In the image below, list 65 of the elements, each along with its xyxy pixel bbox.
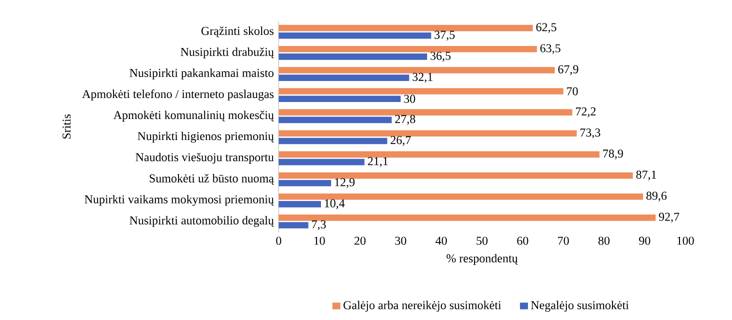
x-tick-label: 90 xyxy=(639,236,650,245)
data-label: 30 xyxy=(404,94,416,103)
legend-label: Galėjo arba nereikėjo susimokėti xyxy=(344,300,502,312)
data-label: 89,6 xyxy=(646,192,667,202)
bar xyxy=(278,222,308,228)
bar xyxy=(278,151,600,158)
bar xyxy=(278,201,321,208)
x-tick-label: 70 xyxy=(558,236,569,245)
x-tick-label: 60 xyxy=(517,236,528,245)
y-axis-title: Sritis xyxy=(62,114,71,139)
data-label: 32,1 xyxy=(412,72,432,83)
y-tick-label: Nusipirkti automobilio degalų xyxy=(130,216,274,227)
bar xyxy=(278,24,533,32)
bar xyxy=(278,54,428,60)
x-tick-label: 20 xyxy=(354,236,366,245)
bar xyxy=(278,130,577,137)
data-label: 36,5 xyxy=(430,52,451,62)
bar xyxy=(278,46,537,52)
bar xyxy=(278,116,392,124)
y-tick-label: Nusipirkti pakankamai maisto xyxy=(130,68,274,80)
data-label: 87,1 xyxy=(636,170,656,180)
data-label: 63,5 xyxy=(540,44,560,54)
data-label: 78,9 xyxy=(603,150,623,160)
data-label: 12,9 xyxy=(335,178,355,188)
bar xyxy=(278,158,364,166)
x-tick-label: 30 xyxy=(395,236,406,245)
bar xyxy=(278,180,332,186)
data-label: 73,3 xyxy=(580,128,600,138)
data-label: 10,4 xyxy=(324,199,345,210)
bar xyxy=(278,74,410,81)
x-tick-label: 80 xyxy=(598,236,610,245)
data-label: 37,5 xyxy=(434,30,455,41)
data-label: 62,5 xyxy=(536,23,556,33)
data-label: 72,2 xyxy=(576,107,596,118)
data-label: 70 xyxy=(567,87,578,96)
bar xyxy=(278,109,572,116)
y-tick-label: Apmokėti telefono / interneto paslaugas xyxy=(82,90,274,101)
y-tick-label: Naudotis viešuoju transportu xyxy=(136,152,274,164)
data-label: 7,3 xyxy=(312,220,326,230)
bar xyxy=(278,214,656,221)
bar xyxy=(278,32,432,39)
x-axis-title: % respondentų xyxy=(446,254,518,265)
x-tick-label: 40 xyxy=(436,236,447,245)
y-tick-label: Sumokėti už būsto nuomą xyxy=(150,174,274,185)
y-tick-label: Grąžinti skolos xyxy=(201,26,274,38)
bar xyxy=(278,193,644,200)
legend-label: Negalėjo susimokėti xyxy=(530,300,629,312)
x-tick-label: 100 xyxy=(677,236,694,245)
data-label: 26,7 xyxy=(390,136,411,146)
x-tick-label: 10 xyxy=(314,236,325,245)
bar xyxy=(278,138,388,144)
data-label: 21,1 xyxy=(368,157,388,167)
bar xyxy=(278,172,633,179)
data-label: 27,8 xyxy=(395,114,416,125)
y-tick-label: Nusipirkti drabužių xyxy=(180,47,274,58)
data-label: 92,7 xyxy=(658,212,680,223)
data-label: 67,9 xyxy=(558,65,578,76)
x-tick-label: 0 xyxy=(276,236,282,245)
bar xyxy=(278,96,401,102)
y-tick-label: Apmokėti komunalinių mokesčių xyxy=(113,110,274,122)
x-tick-label: 50 xyxy=(476,236,488,245)
y-tick-label: Nupirkti vaikams mokymosi priemonių xyxy=(84,194,274,206)
bar xyxy=(278,88,564,94)
y-tick-label: Nupirkti higienos priemonių xyxy=(138,132,274,143)
bar xyxy=(278,67,555,74)
